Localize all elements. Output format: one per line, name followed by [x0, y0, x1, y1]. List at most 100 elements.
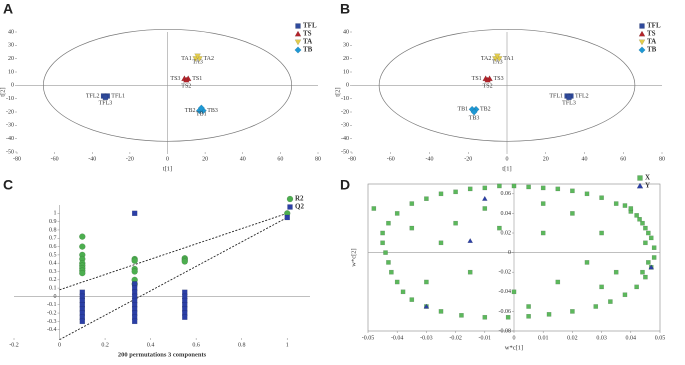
- x-tick-label: -80: [13, 156, 21, 162]
- y-tick-label: -0.4: [47, 327, 57, 333]
- x-tick-label: -40: [426, 156, 434, 162]
- y-tick-label: -30: [6, 123, 14, 129]
- point-label: TFL1: [111, 93, 125, 99]
- point: [482, 314, 488, 320]
- y-tick-label: 0.2: [49, 277, 57, 283]
- point-label: TS3: [170, 76, 180, 82]
- x-tick-label: 0.2: [101, 342, 109, 348]
- point-label: TB2: [480, 107, 491, 113]
- y-tick-label: 30: [343, 43, 349, 49]
- point-label: TA2: [481, 56, 492, 62]
- y-tick-label: -50: [341, 149, 349, 155]
- point: [459, 313, 464, 318]
- point: [380, 230, 385, 236]
- x-axis-label: t[1]: [163, 165, 172, 172]
- legend-marker: [638, 46, 646, 54]
- y-tick-label: 0.02: [501, 230, 512, 236]
- legend-label: TB: [647, 46, 657, 54]
- legend-marker: [294, 39, 302, 46]
- y-tick-label: 10: [8, 69, 14, 75]
- point-label: TA2: [203, 56, 214, 62]
- point: [593, 304, 599, 309]
- y-tick-label: 30: [8, 43, 14, 49]
- legend-marker: [638, 30, 646, 37]
- y-tick-label: 10: [343, 69, 349, 75]
- point-label: TS1: [472, 76, 482, 82]
- fit-line: [59, 212, 288, 291]
- point-label: TA3: [492, 59, 503, 65]
- point: [438, 309, 444, 314]
- point: [540, 185, 546, 191]
- point: [467, 186, 473, 192]
- point-label: TB2: [185, 108, 196, 114]
- point: [646, 260, 651, 265]
- point: [438, 240, 444, 246]
- x-tick-label: 0.03: [596, 335, 607, 341]
- y-tick-label: 0.3: [49, 269, 57, 275]
- point: [640, 269, 645, 275]
- point: [284, 214, 290, 221]
- point: [484, 76, 491, 83]
- point: [613, 269, 619, 275]
- y-tick-label: -10: [6, 96, 14, 102]
- x-tick-label: -60: [51, 156, 59, 162]
- point-label: TFL3: [99, 101, 113, 107]
- point-label: TFL1: [549, 93, 563, 99]
- fit-line: [59, 217, 288, 341]
- x-axis-label: 200 permutations 3 components: [118, 351, 207, 358]
- x-tick-label: -0.01: [479, 335, 492, 341]
- point: [526, 314, 531, 319]
- point: [646, 230, 651, 236]
- point: [570, 211, 575, 216]
- x-tick-label: -0.02: [449, 335, 462, 341]
- point: [194, 53, 201, 60]
- legend-label: R2: [295, 195, 304, 203]
- point: [482, 206, 488, 211]
- confidence-ellipse: [378, 28, 636, 142]
- y-tick-label: -50: [6, 149, 14, 155]
- point: [424, 279, 429, 285]
- point: [453, 189, 458, 195]
- x-tick-label: 80: [315, 156, 321, 162]
- point: [470, 108, 478, 116]
- y-tick-label: 0.9: [49, 219, 57, 225]
- x-tick-label: 0.8: [238, 342, 246, 348]
- y-tick-label: -0.08: [499, 328, 512, 334]
- y-tick-label: 0.1: [49, 286, 57, 292]
- point: [181, 258, 188, 265]
- x-tick-label: 80: [659, 156, 665, 162]
- legend-label: TFL: [647, 22, 661, 30]
- legend-marker: [295, 23, 301, 29]
- point: [409, 297, 415, 302]
- y-tick-label: -20: [6, 109, 14, 115]
- point: [599, 195, 604, 201]
- legend-label: TS: [647, 30, 656, 38]
- y-tick-label: 0.6: [49, 244, 57, 250]
- point-label: TB3: [207, 108, 218, 114]
- y-tick-label: -40: [341, 136, 349, 142]
- legend-label: TB: [303, 46, 313, 54]
- y-tick-label: -0.06: [499, 309, 512, 315]
- panel-letter: D: [340, 177, 350, 193]
- point: [640, 220, 645, 226]
- point: [505, 314, 511, 320]
- legend-marker: [639, 23, 645, 29]
- point: [497, 183, 502, 189]
- point: [389, 269, 394, 275]
- x-tick-label: -0.04: [391, 335, 404, 341]
- point: [497, 225, 502, 231]
- x-tick-label: -0.2: [9, 342, 19, 348]
- x-tick-label: -0.03: [420, 335, 433, 341]
- point: [643, 240, 648, 246]
- point: [546, 312, 552, 317]
- point: [131, 318, 138, 325]
- point: [613, 201, 619, 206]
- point: [566, 94, 572, 101]
- x-tick-label: 0: [513, 335, 516, 341]
- x-tick-label: -60: [387, 156, 395, 162]
- point: [643, 274, 648, 280]
- point-label: TFL2: [86, 93, 100, 99]
- x-tick-label: 40: [582, 156, 588, 162]
- y-tick-label: 0: [346, 83, 349, 89]
